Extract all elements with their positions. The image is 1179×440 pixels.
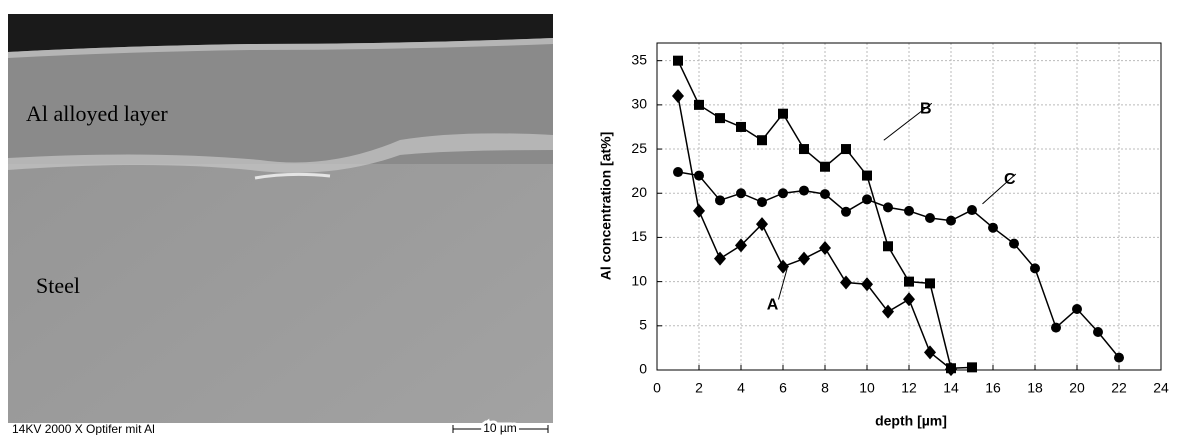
marker: [693, 203, 705, 218]
image-interface: [8, 133, 553, 173]
marker: [925, 212, 935, 223]
marker: [967, 362, 977, 373]
x-tick-label: 22: [1111, 380, 1127, 396]
annotation-arrow: [778, 268, 788, 300]
marker: [1030, 263, 1040, 274]
marker: [694, 99, 704, 110]
marker: [757, 135, 767, 146]
marker: [715, 113, 725, 124]
marker: [715, 195, 725, 206]
micrograph: Al alloyed layer Steel 14KV 2000 X Optif…: [8, 14, 553, 438]
marker: [883, 202, 893, 213]
x-tick-label: 24: [1153, 380, 1169, 396]
y-tick-label: 25: [631, 140, 647, 156]
marker: [714, 251, 726, 266]
marker: [924, 345, 936, 360]
marker: [820, 161, 830, 172]
x-tick-label: 16: [985, 380, 1001, 396]
series-label: C: [1004, 171, 1016, 188]
x-tick-label: 8: [821, 380, 829, 396]
series-label: B: [920, 101, 932, 118]
marker: [735, 238, 747, 253]
marker: [736, 188, 746, 199]
x-tick-label: 4: [737, 380, 745, 396]
x-tick-label: 12: [901, 380, 917, 396]
x-axis-label: depth [µm]: [875, 413, 947, 429]
x-tick-label: 18: [1027, 380, 1043, 396]
marker: [967, 205, 977, 216]
marker: [1072, 304, 1082, 315]
marker: [1114, 352, 1124, 363]
x-tick-label: 6: [779, 380, 787, 396]
marker: [777, 259, 789, 274]
series-line: [677, 95, 952, 370]
y-tick-label: 0: [639, 361, 647, 377]
marker: [840, 275, 852, 290]
marker: [799, 144, 809, 155]
marker: [925, 278, 935, 289]
marker: [673, 55, 683, 66]
x-tick-label: 20: [1069, 380, 1085, 396]
scale-label: 10 µm: [483, 421, 517, 435]
y-tick-label: 10: [631, 272, 647, 288]
marker: [1051, 322, 1061, 333]
marker: [946, 215, 956, 226]
image-top: [8, 14, 553, 52]
x-tick-label: 10: [859, 380, 875, 396]
caption: 14KV 2000 X Optifer mit Al: [12, 422, 155, 435]
marker: [988, 222, 998, 233]
marker: [903, 292, 915, 307]
marker: [904, 205, 914, 216]
marker: [841, 144, 851, 155]
marker: [862, 170, 872, 181]
y-tick-label: 15: [631, 228, 647, 244]
marker: [820, 189, 830, 200]
marker: [861, 277, 873, 292]
marker: [1009, 238, 1019, 249]
marker: [799, 185, 809, 196]
marker: [757, 197, 767, 208]
y-tick-label: 5: [639, 317, 647, 333]
y-axis-label: Al concentration [at%]: [598, 132, 614, 281]
annotation-arrow: [982, 173, 1017, 205]
image-edge: [8, 38, 553, 58]
marker: [736, 121, 746, 132]
marker: [756, 217, 768, 232]
marker: [798, 251, 810, 266]
marker: [841, 206, 851, 217]
x-tick-label: 14: [943, 380, 959, 396]
marker: [882, 304, 894, 319]
marker: [819, 241, 831, 256]
marker: [673, 167, 683, 178]
marker: [946, 363, 956, 374]
series-label: A: [767, 297, 779, 314]
plot-frame: [656, 42, 1162, 371]
y-tick-label: 30: [631, 96, 647, 112]
image-feature: [254, 172, 331, 180]
marker: [904, 276, 914, 287]
x-tick-label: 0: [653, 380, 661, 396]
marker: [694, 170, 704, 181]
marker: [883, 241, 893, 252]
substrate-label: Steel: [36, 273, 80, 298]
marker: [862, 194, 872, 205]
marker: [778, 108, 788, 119]
x-tick-label: 2: [695, 380, 703, 396]
annotation-arrow: [883, 102, 933, 141]
marker: [672, 89, 684, 104]
layer-label: Al alloyed layer: [26, 101, 168, 126]
marker: [778, 188, 788, 199]
y-tick-label: 20: [631, 184, 647, 200]
marker: [1093, 326, 1103, 337]
y-tick-label: 35: [631, 51, 647, 67]
series-line: [677, 171, 1120, 359]
